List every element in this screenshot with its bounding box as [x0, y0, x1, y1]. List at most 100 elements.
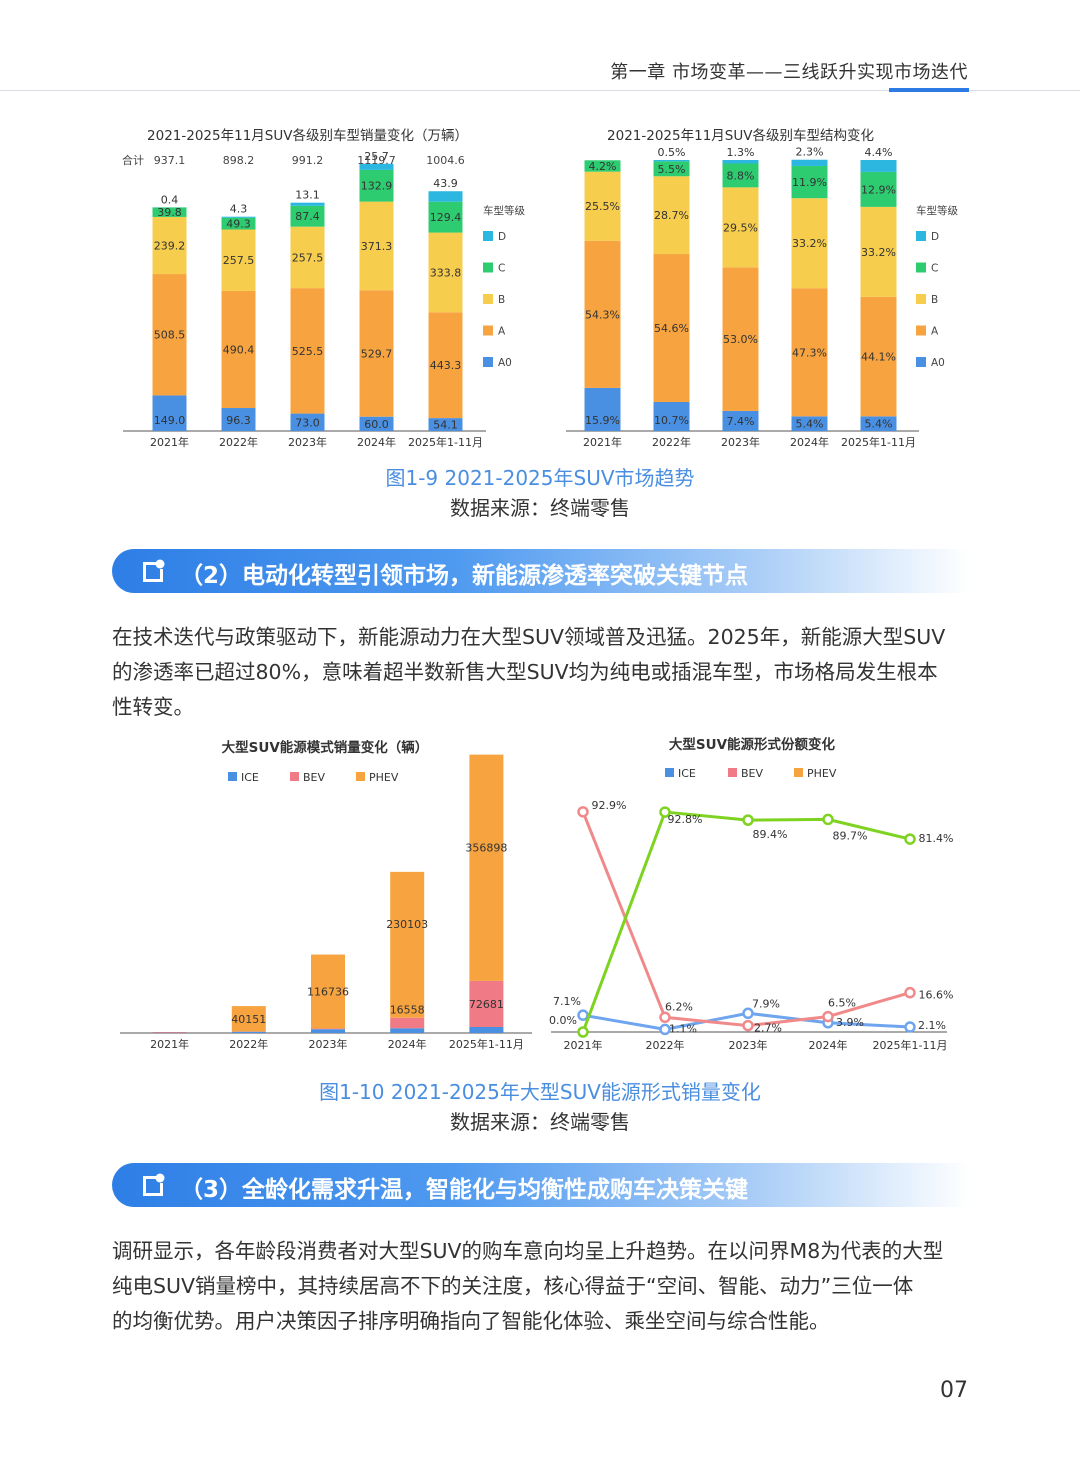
x-tick-label: 2021年 — [564, 1038, 603, 1052]
data-label: 116736 — [307, 986, 349, 999]
data-label: 257.5 — [292, 251, 324, 264]
x-tick-label: 2023年 — [729, 1038, 768, 1052]
x-tick-label: 2021年 — [583, 435, 622, 449]
bar-segment-phev — [231, 1006, 266, 1032]
bar-segment-a0 — [584, 387, 621, 431]
data-label: 13.1 — [295, 189, 320, 202]
suv-structure-by-class-chart: 2021-2025年11月SUV各级别车型结构变化 15.9% 54.3% 25.5%… — [566, 127, 958, 449]
legend-swatch — [483, 262, 493, 273]
bar-segment-ice — [390, 1028, 425, 1033]
data-label: 490.4 — [223, 343, 255, 356]
data-label: 29.5% — [723, 221, 758, 234]
legend-label: A0 — [498, 357, 512, 369]
data-label: 129.4 — [430, 211, 462, 224]
x-tick-label: 2023年 — [288, 435, 327, 449]
bar-segment-a — [584, 240, 621, 388]
paragraph-line: 的均衡优势。用户决策因子排序明确指向了智能化体验、乘坐空间与综合性能。 — [112, 1309, 830, 1333]
bar-segment-a — [791, 288, 828, 417]
data-label: 49.3 — [226, 218, 251, 231]
legend-label: PHEV — [807, 767, 837, 780]
total-value: 1119.7 — [357, 154, 396, 167]
series-point-bev — [659, 1011, 671, 1024]
legend-label: B — [498, 294, 505, 306]
x-tick-label: 2024年 — [790, 435, 829, 449]
legend-swatch — [483, 231, 493, 241]
note-icon — [143, 1173, 165, 1196]
bar-segment-a0 — [290, 413, 325, 431]
data-label: 15.9% — [585, 414, 620, 427]
data-label: 16.6% — [919, 989, 954, 1002]
bar-segment-b — [221, 229, 256, 291]
bar-segment-d — [791, 159, 828, 166]
total-value: 937.1 — [154, 154, 186, 167]
bar-segment-ice — [311, 1029, 345, 1033]
legend-label: ICE — [678, 767, 696, 780]
data-label: 10.7% — [654, 414, 689, 427]
bar-segment-d — [359, 163, 394, 170]
series-point-phev — [659, 806, 671, 818]
data-label: 89.7% — [833, 829, 868, 842]
paragraph-line: 在技术迭代与政策驱动下，新能源动力在大型SUV领域普及迅猛。2025年，新能源大… — [112, 625, 946, 649]
series-point-ice — [904, 1021, 916, 1033]
x-tick-label: 2023年 — [721, 435, 760, 449]
data-label: 81.4% — [919, 832, 954, 845]
data-label: 4.3 — [230, 203, 248, 216]
legend-swatch — [665, 768, 674, 777]
data-label: 257.5 — [223, 254, 255, 267]
paragraph-line: 性转变。 — [112, 695, 194, 719]
bar-segment-c — [584, 160, 621, 172]
bar-segment-bev — [390, 1017, 425, 1029]
bar-segment-a — [653, 254, 690, 403]
data-label: 2.7% — [754, 1022, 782, 1035]
data-label: 54.6% — [654, 322, 689, 335]
bar-segment-a0 — [221, 408, 256, 431]
x-tick-label: 2021年 — [150, 435, 189, 449]
bar-segment-a0 — [791, 416, 828, 431]
data-label: 443.3 — [430, 359, 462, 372]
bar-segment-b — [152, 216, 187, 275]
x-tick-label: 2024年 — [388, 1037, 427, 1051]
legend-swatch — [290, 772, 299, 781]
legend-swatch — [916, 231, 926, 241]
chart-title: 2021-2025年11月SUV各级别车型结构变化 — [607, 127, 874, 144]
data-label: 73.0 — [295, 416, 320, 429]
data-label: 8.8% — [727, 169, 755, 182]
bar-segment-b — [653, 176, 690, 255]
x-tick-label: 2022年 — [652, 435, 691, 449]
bar-segment-d — [290, 202, 325, 206]
bar-segment-c — [428, 201, 463, 233]
legend-swatch — [483, 325, 493, 336]
bar-segment-a — [152, 274, 187, 396]
series-point-ice — [659, 1023, 671, 1036]
bar-segment-b — [860, 206, 897, 297]
x-tick-label: 2024年 — [809, 1038, 848, 1052]
figure1-source: 数据来源：终端零售 — [450, 496, 630, 520]
data-label: 2.3% — [796, 146, 824, 159]
data-label: 0.4 — [161, 193, 179, 206]
data-label: 3.9% — [836, 1016, 864, 1029]
bar-segment-a0 — [152, 395, 187, 431]
data-label: 0.0% — [549, 1014, 577, 1027]
data-label: 7.9% — [752, 997, 780, 1010]
chart-title: 2021-2025年11月SUV各级别车型销量变化（万辆） — [147, 127, 468, 144]
large-suv-energy-share-chart: 大型SUV能源形式份额变化 ICE BEV PHEV 2021年 2022年 2023年 20… — [549, 736, 954, 1052]
data-label: 39.8 — [157, 206, 182, 219]
bar-segment-a0 — [860, 416, 897, 431]
bar-segment-a — [290, 288, 325, 414]
bar-segment-c — [221, 217, 256, 230]
total-label: 合计 — [122, 153, 144, 167]
series-point-phev — [742, 814, 754, 826]
figure2-source: 数据来源：终端零售 — [450, 1110, 630, 1134]
bar-segment-d — [428, 191, 463, 202]
data-label: 1.1% — [669, 1022, 697, 1035]
legend-label: C — [931, 263, 938, 275]
bar-segment-b — [428, 232, 463, 313]
x-tick-label: 2025年1-11月 — [408, 435, 483, 449]
bar-segment-c — [860, 171, 897, 207]
data-label: 333.8 — [430, 266, 462, 279]
legend-title: 车型等级 — [483, 204, 525, 217]
bar-segment-b — [584, 171, 621, 241]
data-label: 72681 — [469, 998, 504, 1011]
bar-segment-phev — [469, 754, 504, 981]
bar-segment-bev — [469, 980, 504, 1027]
